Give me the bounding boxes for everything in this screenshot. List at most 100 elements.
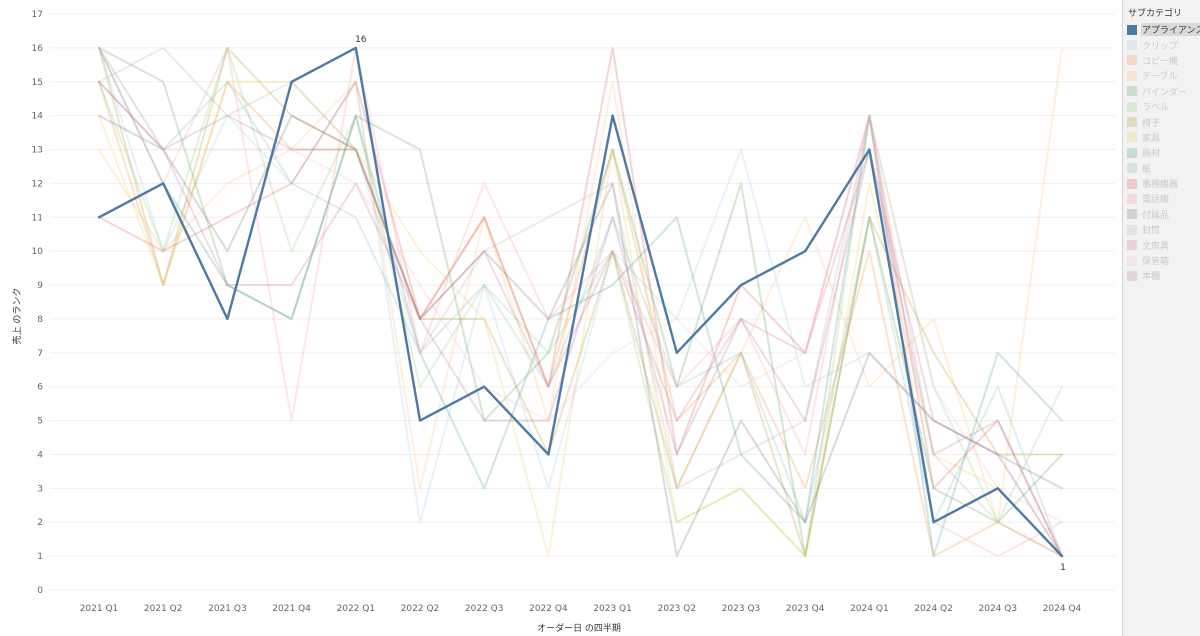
gridlines <box>50 13 1115 591</box>
legend-label: ラベル <box>1142 103 1170 114</box>
legend-swatch <box>1127 86 1137 97</box>
legend-label: バインダー <box>1142 87 1188 98</box>
series-line-付属品[interactable] <box>98 114 1063 558</box>
series-line-コピー機[interactable] <box>98 80 1063 558</box>
legend-swatch <box>1127 132 1137 143</box>
series-line-保管箱[interactable] <box>98 46 1063 524</box>
series-line-本棚[interactable] <box>98 80 1063 558</box>
y-tick-label: 17 <box>32 10 43 20</box>
legend-swatch <box>1127 40 1137 51</box>
legend-label: 紙 <box>1142 164 1152 175</box>
data-point-label: 1 <box>1060 563 1066 573</box>
legend-item[interactable]: 事務機器 <box>1123 176 1200 191</box>
legend-item[interactable]: 電話機 <box>1123 191 1200 206</box>
x-tick-label: 2023 Q1 <box>593 604 632 614</box>
legend-swatch <box>1127 117 1137 128</box>
legend-items: アプライアンス クリップコピー機テーブルバインダーラベル 椅子家具画材紙事務機器 電話… <box>1123 22 1200 284</box>
y-tick-label: 8 <box>37 315 43 325</box>
x-tick-label: 2023 Q3 <box>722 604 761 614</box>
y-tick-label: 7 <box>37 349 43 359</box>
legend-swatch <box>1127 24 1137 35</box>
legend-item[interactable]: 封筒 <box>1123 222 1200 237</box>
series-line-椅子[interactable] <box>98 46 1063 558</box>
legend-item[interactable]: ラベル <box>1123 99 1200 114</box>
series-line-テーブル[interactable] <box>98 46 1063 524</box>
x-tick-label: 2023 Q2 <box>658 604 697 614</box>
legend-swatch <box>1127 70 1137 81</box>
legend-label: テーブル <box>1142 72 1178 83</box>
legend-swatch <box>1127 101 1137 112</box>
y-tick-label: 1 <box>37 552 43 562</box>
y-tick-label: 4 <box>37 450 43 460</box>
x-tick-label: 2024 Q4 <box>1043 604 1082 614</box>
y-tick-label: 16 <box>32 44 44 54</box>
series-line-封筒[interactable] <box>98 46 1063 558</box>
x-axis-title: オーダー日 の四半期 <box>537 622 621 634</box>
legend-item[interactable]: 椅子 <box>1123 114 1200 129</box>
y-tick-label: 6 <box>37 383 43 393</box>
legend-swatch <box>1127 240 1137 251</box>
y-tick-label: 0 <box>37 586 43 596</box>
legend-label: 画材 <box>1142 149 1161 160</box>
legend-item[interactable]: コピー機 <box>1123 53 1200 68</box>
legend-label: 封筒 <box>1142 226 1161 237</box>
y-tick-label: 9 <box>37 281 43 291</box>
legend-swatch <box>1127 178 1137 189</box>
legend-item[interactable]: 紙 <box>1123 161 1200 176</box>
x-tick-label: 2021 Q4 <box>272 604 311 614</box>
y-tick-label: 12 <box>32 179 43 189</box>
y-tick-label: 10 <box>32 247 44 257</box>
x-tick-label: 2021 Q1 <box>80 604 119 614</box>
legend-item[interactable]: 本棚 <box>1123 268 1200 283</box>
legend-item[interactable]: 家具 <box>1123 130 1200 145</box>
y-tick-label: 11 <box>32 213 43 223</box>
x-axis-ticks: 2021 Q1 2021 Q2 2021 Q3 2021 Q4 2022 Q1 2022 … <box>80 604 1082 614</box>
y-tick-label: 3 <box>37 484 43 494</box>
x-tick-label: 2021 Q2 <box>144 604 183 614</box>
faded-series-lines <box>98 46 1063 558</box>
legend-swatch <box>1127 270 1137 281</box>
legend-item[interactable]: バインダー <box>1123 84 1200 99</box>
x-tick-label: 2024 Q3 <box>979 604 1018 614</box>
y-tick-label: 5 <box>37 417 43 427</box>
legend-title: サブカテゴリ <box>1128 9 1183 19</box>
legend-swatch <box>1127 193 1137 204</box>
legend-item[interactable]: クリップ <box>1123 37 1200 52</box>
legend-swatch <box>1127 255 1137 266</box>
legend-label: 文房具 <box>1142 241 1170 252</box>
y-tick-label: 14 <box>32 112 44 122</box>
series-line-アプライアンス[interactable] <box>97 46 1064 558</box>
series-line-クリップ[interactable] <box>98 46 1063 558</box>
legend-item[interactable]: 保管箱 <box>1123 253 1200 268</box>
legend-item[interactable]: 文房具 <box>1123 237 1200 252</box>
x-tick-label: 2022 Q1 <box>337 604 376 614</box>
legend-label: クリップ <box>1142 41 1179 52</box>
highlighted-series-line[interactable] <box>97 46 1064 558</box>
line-chart: 0 1 2 3 4 5 6 7 8 9 10 11 12 13 14 15 16 17 2021 Q1 2021 Q… <box>11 10 1115 634</box>
series-line-ラベル[interactable] <box>98 46 1063 558</box>
legend-label: 保管箱 <box>1142 257 1170 268</box>
legend-label: 家具 <box>1142 133 1161 144</box>
legend-item[interactable]: 画材 <box>1123 145 1200 160</box>
legend-label: 付属品 <box>1142 210 1170 221</box>
legend-label: コピー機 <box>1142 56 1179 67</box>
series-line-バインダー[interactable] <box>98 46 1063 558</box>
series-line-家具[interactable] <box>98 80 1063 558</box>
legend-item[interactable]: アプライアンス <box>1123 22 1200 37</box>
x-tick-label: 2022 Q2 <box>401 604 440 614</box>
series-line-紙[interactable] <box>98 46 1063 558</box>
legend-swatch <box>1127 163 1137 174</box>
legend-swatch <box>1127 55 1137 66</box>
legend-label: アプライアンス <box>1141 23 1200 37</box>
x-tick-label: 2023 Q4 <box>786 604 825 614</box>
x-tick-label: 2021 Q3 <box>208 604 247 614</box>
point-labels: 16 1 <box>355 35 1066 573</box>
legend-label: 事務機器 <box>1142 180 1179 191</box>
x-tick-label: 2024 Q1 <box>850 604 889 614</box>
legend-swatch <box>1127 147 1137 158</box>
series-line-文房具[interactable] <box>98 80 1063 558</box>
data-point-label: 16 <box>355 35 367 45</box>
legend-item[interactable]: テーブル <box>1123 68 1200 83</box>
legend-item[interactable]: 付属品 <box>1123 207 1200 222</box>
